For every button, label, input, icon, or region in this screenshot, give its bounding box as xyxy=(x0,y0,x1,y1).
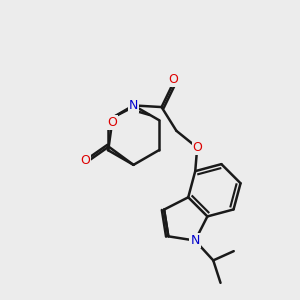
Text: N: N xyxy=(190,234,200,247)
Text: O: O xyxy=(193,141,202,154)
Text: O: O xyxy=(80,154,90,167)
Text: O: O xyxy=(107,116,117,129)
Text: O: O xyxy=(168,74,178,86)
Text: N: N xyxy=(129,99,138,112)
